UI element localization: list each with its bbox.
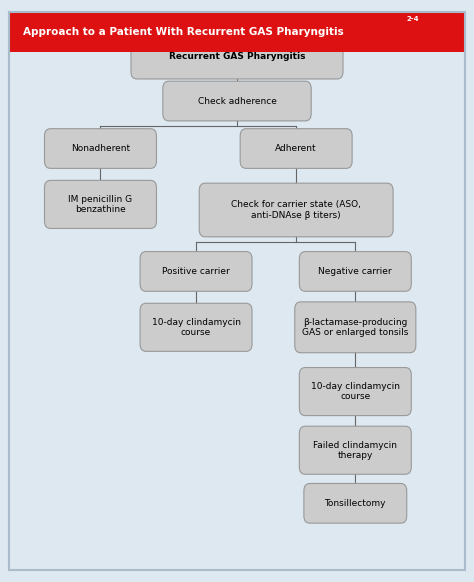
FancyBboxPatch shape [163, 81, 311, 121]
FancyBboxPatch shape [300, 251, 411, 291]
Text: Check adherence: Check adherence [198, 97, 276, 105]
FancyBboxPatch shape [304, 484, 407, 523]
FancyBboxPatch shape [45, 180, 156, 228]
FancyBboxPatch shape [131, 34, 343, 79]
FancyBboxPatch shape [300, 426, 411, 474]
Text: 10-day clindamycin
course: 10-day clindamycin course [311, 382, 400, 401]
Text: Approach to a Patient With Recurrent GAS Pharyngitis: Approach to a Patient With Recurrent GAS… [23, 27, 344, 37]
Text: Check for carrier state (ASO,
anti-DNAse β titers): Check for carrier state (ASO, anti-DNAse… [231, 200, 361, 219]
FancyBboxPatch shape [140, 303, 252, 352]
Text: 2-4: 2-4 [406, 16, 419, 23]
Text: Failed clindamycin
therapy: Failed clindamycin therapy [313, 441, 397, 460]
FancyBboxPatch shape [140, 251, 252, 291]
FancyBboxPatch shape [240, 129, 352, 168]
Text: Tonsillectomy: Tonsillectomy [325, 499, 386, 508]
Text: Negative carrier: Negative carrier [319, 267, 392, 276]
Text: Adherent: Adherent [275, 144, 317, 153]
FancyBboxPatch shape [45, 129, 156, 168]
Text: β-lactamase-producing
GAS or enlarged tonsils: β-lactamase-producing GAS or enlarged to… [302, 318, 409, 337]
FancyBboxPatch shape [295, 302, 416, 353]
FancyBboxPatch shape [9, 12, 465, 52]
Text: Recurrent GAS Pharyngitis: Recurrent GAS Pharyngitis [169, 52, 305, 61]
Text: IM penicillin G
benzathine: IM penicillin G benzathine [68, 195, 133, 214]
Text: 10-day clindamycin
course: 10-day clindamycin course [152, 318, 240, 337]
FancyBboxPatch shape [300, 368, 411, 416]
Text: Nonadherent: Nonadherent [71, 144, 130, 153]
FancyBboxPatch shape [199, 183, 393, 237]
Text: Positive carrier: Positive carrier [162, 267, 230, 276]
